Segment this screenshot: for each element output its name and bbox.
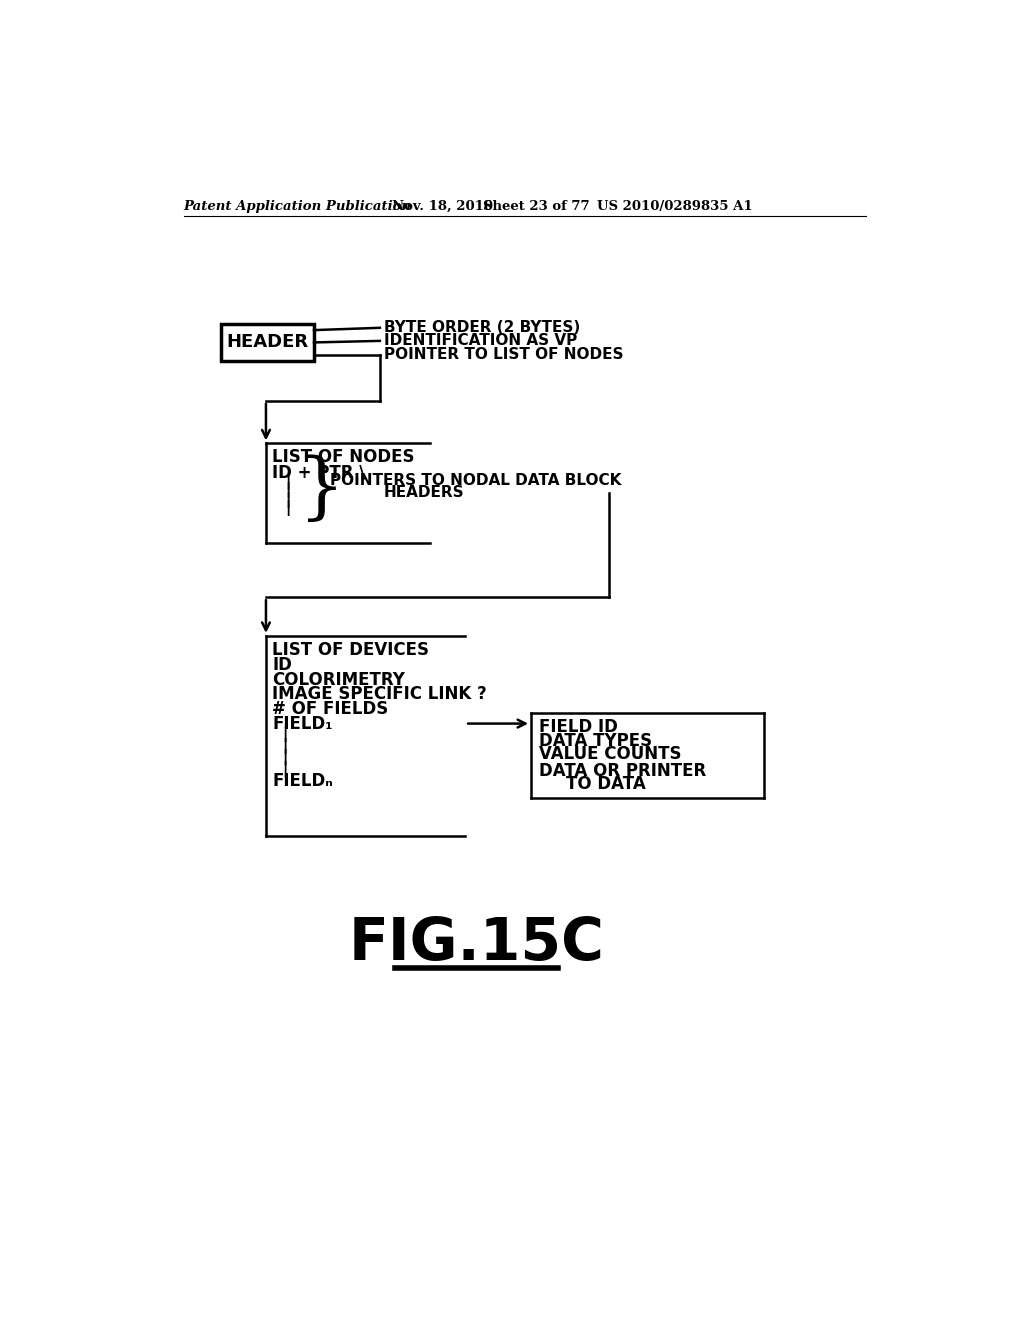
Text: ID: ID <box>272 656 292 675</box>
Text: POINTER TO LIST OF NODES: POINTER TO LIST OF NODES <box>384 347 624 362</box>
Text: FIG.15C: FIG.15C <box>349 915 605 973</box>
Text: US 2010/0289835 A1: US 2010/0289835 A1 <box>597 199 753 213</box>
Text: HEADER: HEADER <box>226 334 308 351</box>
Text: |: | <box>280 762 289 777</box>
Text: FIELDₙ: FIELDₙ <box>272 772 333 789</box>
Text: ID + PTR \: ID + PTR \ <box>272 463 366 482</box>
Text: TO DATA: TO DATA <box>566 775 645 793</box>
Text: |: | <box>283 491 292 507</box>
Text: VALUE COUNTS: VALUE COUNTS <box>539 746 681 763</box>
Text: Patent Application Publication: Patent Application Publication <box>183 199 412 213</box>
Text: |: | <box>280 750 289 766</box>
Text: IMAGE SPECIFIC LINK ?: IMAGE SPECIFIC LINK ? <box>272 685 486 704</box>
Text: LIST OF NODES: LIST OF NODES <box>272 449 415 466</box>
Text: |: | <box>280 726 289 742</box>
Text: Sheet 23 of 77: Sheet 23 of 77 <box>483 199 590 213</box>
Text: DATA TYPES: DATA TYPES <box>539 731 652 750</box>
Text: # OF FIELDS: # OF FIELDS <box>272 700 388 718</box>
Text: |: | <box>283 500 292 516</box>
Text: BYTE ORDER (2 BYTES): BYTE ORDER (2 BYTES) <box>384 321 580 335</box>
Text: FIELD ID: FIELD ID <box>539 718 617 735</box>
Text: LIST OF DEVICES: LIST OF DEVICES <box>272 640 429 659</box>
Bar <box>221 323 314 360</box>
Text: |: | <box>280 738 289 754</box>
Text: FIELD₁: FIELD₁ <box>272 714 333 733</box>
Text: HEADERS: HEADERS <box>384 484 464 500</box>
Text: |: | <box>283 474 292 490</box>
Text: Nov. 18, 2010: Nov. 18, 2010 <box>391 199 493 213</box>
Text: DATA OR PRINTER: DATA OR PRINTER <box>539 763 706 780</box>
Text: IDENTIFICATION AS VP: IDENTIFICATION AS VP <box>384 334 577 348</box>
Text: |: | <box>283 482 292 498</box>
Text: COLORIMETRY: COLORIMETRY <box>272 671 406 689</box>
Text: POINTERS TO NODAL DATA BLOCK: POINTERS TO NODAL DATA BLOCK <box>330 473 621 488</box>
Text: }: } <box>299 454 344 525</box>
